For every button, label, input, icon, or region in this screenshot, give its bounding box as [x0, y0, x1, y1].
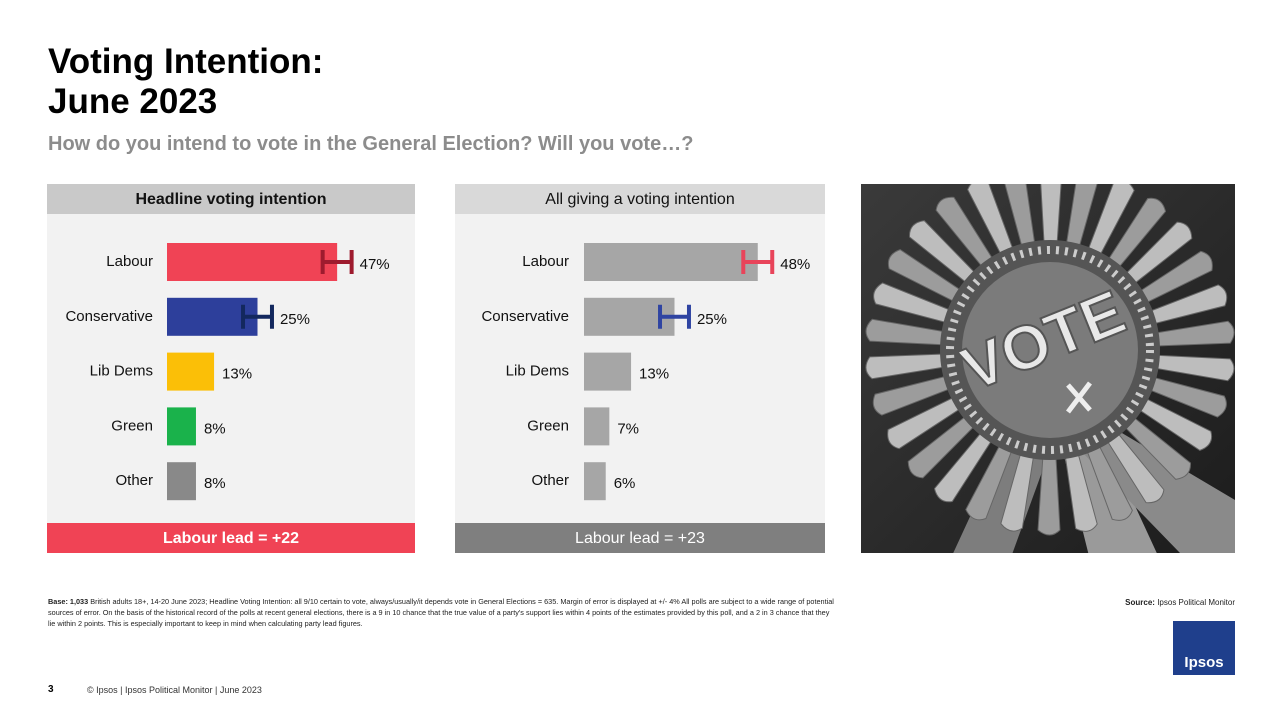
panel-footer	[455, 523, 825, 553]
annotation: Labour lead = +23	[575, 530, 705, 547]
source-label: Source:	[1125, 598, 1155, 607]
slide-title: Voting Intention: June 2023	[48, 42, 323, 122]
category-label: Green	[527, 417, 569, 434]
bar	[584, 352, 632, 391]
error-bar	[241, 304, 274, 329]
bar	[167, 243, 338, 281]
logo-text: Ipsos	[1184, 654, 1224, 671]
category-label: Labour	[522, 253, 569, 270]
category-label: Lib Dems	[90, 363, 153, 380]
value-label: 8%	[204, 420, 226, 437]
panel-title: All giving a voting intention	[545, 191, 734, 208]
value-label: 7%	[617, 420, 639, 437]
base-label: Base:	[48, 597, 68, 606]
base-text: British adults 18+, 14-20 June 2023; Hea…	[48, 597, 834, 628]
bar	[584, 462, 606, 501]
base-note: Base: 1,033 British adults 18+, 14-20 Ju…	[48, 596, 838, 629]
base-count: 1,033	[69, 597, 89, 606]
error-bar	[741, 250, 775, 274]
value-label: 6%	[614, 475, 636, 492]
panel-title: Headline voting intention	[135, 191, 326, 208]
logo: Ipsos	[1173, 621, 1235, 675]
source-note: Source: Ipsos Political Monitor	[1050, 598, 1235, 607]
category-label: Green	[111, 417, 153, 434]
source-text: Ipsos Political Monitor	[1154, 598, 1235, 607]
page-number: 3	[48, 684, 54, 695]
error-bar	[320, 250, 354, 274]
category-label: Other	[115, 472, 153, 489]
value-label: 13%	[222, 366, 252, 383]
value-label: 25%	[697, 311, 727, 328]
panel-header	[47, 184, 415, 214]
category-label: Conservative	[65, 308, 153, 325]
title-line: Voting Intention:	[48, 42, 324, 81]
category-label: Lib Dems	[506, 363, 569, 380]
value-label: 47%	[360, 256, 390, 273]
subtitle: How do you intend to vote in the General…	[48, 133, 694, 155]
value-label: 25%	[280, 311, 310, 328]
bar	[584, 243, 758, 281]
panel-footer	[47, 523, 415, 553]
category-label: Other	[531, 472, 569, 489]
category-label: Conservative	[481, 308, 569, 325]
bar	[167, 407, 196, 446]
copyright: © Ipsos | Ipsos Political Monitor | June…	[87, 685, 262, 695]
annotation: Labour lead = +22	[163, 530, 299, 547]
error-bar	[658, 304, 691, 329]
value-label: 8%	[204, 475, 226, 492]
value-label: 13%	[639, 366, 669, 383]
bar	[167, 352, 215, 391]
bar	[584, 407, 610, 446]
title-line: June 2023	[48, 82, 218, 121]
panel-header	[455, 184, 825, 214]
value-label: 48%	[780, 256, 810, 273]
bar	[167, 462, 196, 501]
category-label: Labour	[106, 253, 153, 270]
photo: VOTE	[861, 184, 1235, 553]
